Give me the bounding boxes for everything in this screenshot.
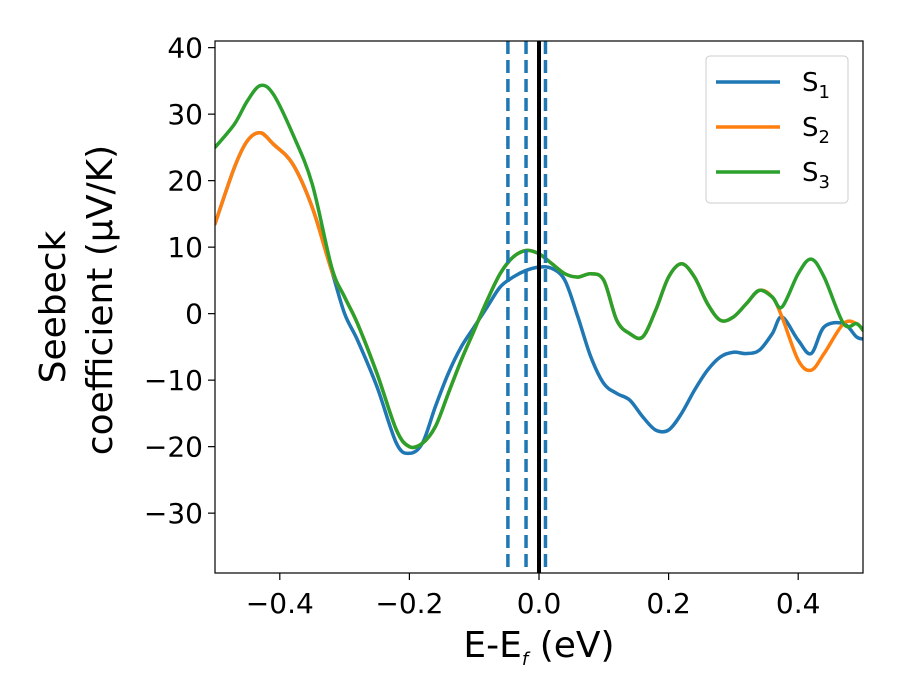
y-tick-label: 40 [167,32,203,65]
y-tick-label: 20 [167,165,203,198]
legend-label-s3: S3 [802,158,830,193]
series-line-s3 [215,83,863,450]
legend-label-s2: S2 [802,113,830,148]
x-tick-label: 0.4 [776,587,821,620]
x-tick-label: −0.2 [375,587,443,620]
y-tick-label: 10 [167,231,203,264]
x-axis-label: E-Ef (eV) [463,625,614,670]
y-tick-label: 0 [185,298,203,331]
x-tick-label: 0.2 [646,587,691,620]
y-axis-label-line2: coefficient (μV/K) [80,145,121,455]
y-tick-label: 30 [167,98,203,131]
legend-frame [705,55,849,204]
series-line-s1 [215,130,863,456]
legend-label-s1: S1 [802,68,830,103]
y-axis-label-line1: Seebeck [33,230,74,383]
x-tick-label: 0.0 [517,587,562,620]
y-tick-label: −20 [144,431,203,464]
legend: S1 S2 S3 [705,55,849,204]
y-tick-label: −10 [144,364,203,397]
y-tick-label: −30 [144,497,203,530]
x-tick-label: −0.4 [246,587,314,620]
